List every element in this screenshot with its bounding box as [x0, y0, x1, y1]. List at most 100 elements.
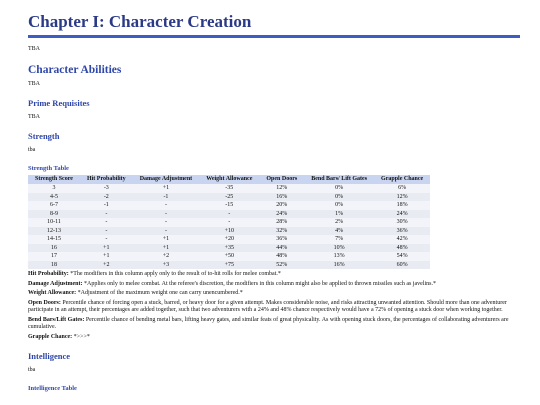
note-text: *Adjustment of the maximum weight one ca…: [77, 290, 243, 296]
table-cell: 10-11: [28, 218, 80, 227]
notes: Hit Probability: *The modifiers in this …: [28, 271, 520, 341]
table-row: 17 +1 +2 +50 48% 13% 54%: [28, 252, 431, 261]
note-text: *>>>*: [73, 333, 90, 340]
table-heading: Intelligence Table: [28, 385, 77, 392]
table-cell: +2: [79, 260, 133, 269]
table-cell: 3: [28, 184, 80, 193]
note: Grapple Chance: *>>>*: [28, 334, 520, 342]
table-cell: 48%: [259, 252, 305, 261]
note-label: Open Doors:: [28, 299, 61, 306]
table-cell: 12-13: [28, 226, 80, 235]
table-row: 10-11- - -28% 2% 30%: [28, 218, 431, 227]
note-text: Percentile chance of forcing open a stuc…: [28, 299, 507, 314]
table-cell: 36%: [259, 235, 305, 244]
note: Open Doors: Percentile chance of forcing…: [28, 300, 520, 315]
note-label: Hit Probability:: [28, 271, 69, 277]
note: Bend Bars/Lift Gates: Percentile chance …: [28, 317, 520, 332]
table-cell: 18%: [374, 201, 431, 210]
table-row: 4-5 -2 -1 -25 16% 0% 12%: [28, 192, 431, 201]
note-text: Percentile chance of bending metal bars,…: [28, 316, 509, 331]
table-cell: +1: [132, 243, 200, 252]
column-header: Weight Allowance: [199, 175, 260, 184]
table-cell: 4%: [304, 226, 375, 235]
table-heading: Strength Table: [28, 165, 69, 172]
table-cell: 42%: [374, 235, 431, 244]
title-rule: [28, 35, 520, 38]
paragraph: tba: [28, 367, 36, 373]
table-cell: 12%: [259, 184, 305, 193]
table-row: 12-13- - +10 32% 4% 36%: [28, 226, 431, 235]
strength-table: Strength Score Hit Probability Damage Adju…: [28, 175, 431, 269]
table-cell: 7%: [304, 235, 375, 244]
table-cell: 12%: [374, 192, 431, 201]
table-cell: -2: [79, 192, 133, 201]
table-cell: 44%: [259, 243, 305, 252]
table-cell: 1%: [304, 209, 375, 218]
paragraph: TBA: [28, 81, 40, 87]
note: Hit Probability: *The modifiers in this …: [28, 271, 520, 279]
table-cell: 24%: [259, 209, 305, 218]
column-header: Damage Adjustment: [132, 175, 200, 184]
note: Weight Allowance: *Adjustment of the max…: [28, 290, 520, 298]
table-cell: 10%: [304, 243, 375, 252]
column-header: Bend Bars/ Lift Gates: [304, 175, 375, 184]
table-cell: +1: [132, 235, 200, 244]
table-cell: 8-9: [28, 209, 80, 218]
table-cell: 6-7: [28, 201, 80, 210]
section-heading: Character Abilities: [28, 64, 122, 76]
table-row: 14-15- +1 +20 36% 7% 42%: [28, 235, 431, 244]
note-label: Bend Bars/Lift Gates:: [28, 316, 85, 323]
table-cell: -: [199, 218, 260, 227]
table-row: 16 +1 +1 +35 44% 10% 48%: [28, 243, 431, 252]
paragraph: tba: [28, 147, 36, 153]
table-cell: 54%: [374, 252, 431, 261]
table-cell: 17: [28, 252, 80, 261]
column-header: Open Doors: [259, 175, 305, 184]
paragraph: TBA: [28, 114, 40, 120]
table-cell: -25: [199, 192, 260, 201]
table-cell: 4-5: [28, 192, 80, 201]
table-cell: 14-15: [28, 235, 80, 244]
table-cell: 16%: [304, 260, 375, 269]
table-cell: -: [79, 209, 133, 218]
column-header: Strength Score: [28, 175, 80, 184]
table-cell: +75: [199, 260, 260, 269]
table-row: 8-9- - -24% 1% 24%: [28, 209, 431, 218]
table-cell: -: [132, 218, 200, 227]
table-cell: -15: [199, 201, 260, 210]
table-cell: -: [132, 226, 200, 235]
table-cell: 16: [28, 243, 80, 252]
table-cell: 16%: [259, 192, 305, 201]
table-cell: -: [79, 235, 133, 244]
table-cell: 0%: [304, 192, 375, 201]
header-row: Strength Score Hit Probability Damage Adju…: [28, 175, 431, 184]
table-cell: -35: [199, 184, 260, 193]
table-cell: +50: [199, 252, 260, 261]
table-cell: 2%: [304, 218, 375, 227]
subsection-heading: Intelligence: [28, 351, 71, 361]
table-cell: 32%: [259, 226, 305, 235]
table-cell: 18: [28, 260, 80, 269]
table-cell: -3: [79, 184, 133, 193]
note-text: *The modifiers in this column apply only…: [70, 271, 281, 277]
document: Chapter I: Character Creation TBA Charac…: [28, 0, 520, 393]
table-cell: -: [79, 218, 133, 227]
chapter-title: Chapter I: Character Creation: [28, 12, 252, 31]
table-cell: +1: [79, 243, 133, 252]
column-header: Grapple Chance: [374, 175, 431, 184]
note-text: *Applies only to melee combat. At the re…: [84, 280, 437, 287]
note-label: Grapple Chance:: [28, 333, 73, 340]
table-cell: -: [132, 209, 200, 218]
column-header: Hit Probability: [79, 175, 133, 184]
note-label: Weight Allowance:: [28, 290, 77, 296]
table-row: 6-7 -1- -15 20% 0% 18%: [28, 201, 431, 210]
paragraph: TBA: [28, 46, 40, 52]
table-cell: 0%: [304, 201, 375, 210]
table-cell: -: [132, 201, 200, 210]
table-cell: +3: [132, 260, 200, 269]
table-cell: 36%: [374, 226, 431, 235]
subsection-heading: Strength: [28, 131, 60, 141]
table-cell: 13%: [304, 252, 375, 261]
table-cell: -1: [132, 192, 200, 201]
